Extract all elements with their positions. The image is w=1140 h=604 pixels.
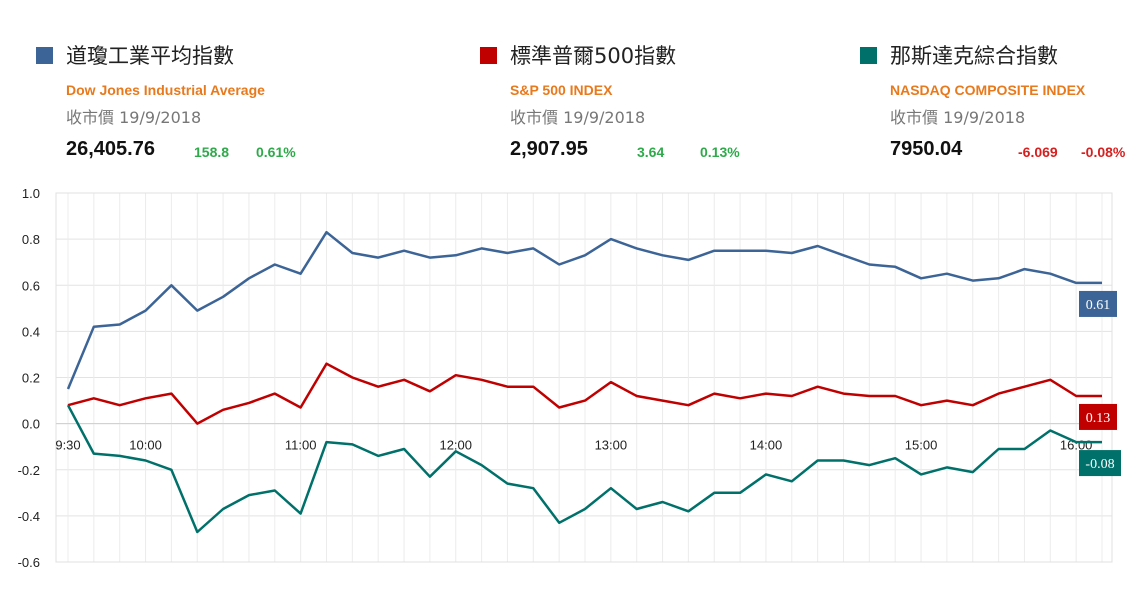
y-tick-label: -0.2: [18, 463, 40, 478]
x-tick-label: 11:00: [285, 438, 317, 453]
y-tick-label: -0.6: [18, 555, 40, 570]
y-tick-label: 0.4: [22, 324, 40, 339]
end-value-badge: [1079, 403, 1117, 430]
sp500-change-pct: 0.13%: [700, 144, 740, 160]
x-tick-label: 14:00: [750, 438, 783, 453]
dow-color-swatch: [36, 47, 53, 64]
series-line: [66, 404, 1102, 534]
dow-title: 道瓊工業平均指數: [66, 44, 234, 68]
nasdaq-change-pct: -0.08%: [1081, 144, 1126, 160]
nasdaq-color-swatch: [860, 47, 877, 64]
sp500-title: 標準普爾500指數: [510, 44, 677, 68]
end-value-badge: [1079, 290, 1117, 317]
end-value-label: 0.61: [1086, 298, 1111, 313]
x-tick-label: 15:00: [905, 438, 938, 453]
nasdaq-close-date: 收市價 19/9/2018: [890, 108, 1026, 127]
y-tick-label: 0.2: [22, 371, 40, 386]
x-tick-label: 10:00: [129, 438, 162, 453]
y-tick-label: -0.4: [18, 509, 40, 524]
y-tick-label: 0.8: [22, 232, 40, 247]
nasdaq-change: -6.069: [1018, 144, 1058, 160]
dow-change-pct: 0.61%: [256, 144, 296, 160]
dow-close-date: 收市價 19/9/2018: [66, 108, 202, 127]
sp500-close-date: 收市價 19/9/2018: [510, 108, 646, 127]
dow-close-value: 26,405.76: [66, 138, 155, 160]
end-value-label: 0.13: [1086, 411, 1111, 426]
dow-change: 158.8: [194, 144, 230, 160]
nasdaq-close-value: 7950.04: [890, 138, 963, 160]
nasdaq-name-en: NASDAQ COMPOSITE INDEX: [890, 82, 1086, 98]
sp500-close-value: 2,907.95: [510, 138, 588, 160]
legend-dow: 道瓊工業平均指數 Dow Jones Industrial Average 收市…: [36, 40, 416, 170]
legend-sp500: 標準普爾500指數 S&P 500 INDEX 收市價 19/9/2018 2,…: [480, 40, 860, 170]
y-tick-label: 0.0: [22, 417, 40, 432]
sp500-color-swatch: [480, 47, 497, 64]
sp500-change: 3.64: [637, 144, 665, 160]
nasdaq-title: 那斯達克綜合指數: [890, 44, 1058, 68]
series-line: [66, 230, 1102, 390]
series-line: [67, 362, 1102, 425]
x-tick-label: 9:30: [55, 438, 80, 453]
y-tick-label: 1.0: [22, 186, 40, 201]
y-tick-label: 0.6: [22, 278, 40, 293]
x-tick-label: 12:00: [439, 438, 472, 453]
legend-nasdaq: 那斯達克綜合指數 NASDAQ COMPOSITE INDEX 收市價 19/9…: [860, 40, 1140, 170]
end-value-label: -0.08: [1085, 457, 1114, 472]
plot-border: [55, 192, 1113, 563]
end-value-badge: [1079, 450, 1121, 477]
dow-name-en: Dow Jones Industrial Average: [66, 82, 265, 98]
x-tick-label: 13:00: [595, 438, 628, 453]
sp500-name-en: S&P 500 INDEX: [510, 82, 613, 98]
